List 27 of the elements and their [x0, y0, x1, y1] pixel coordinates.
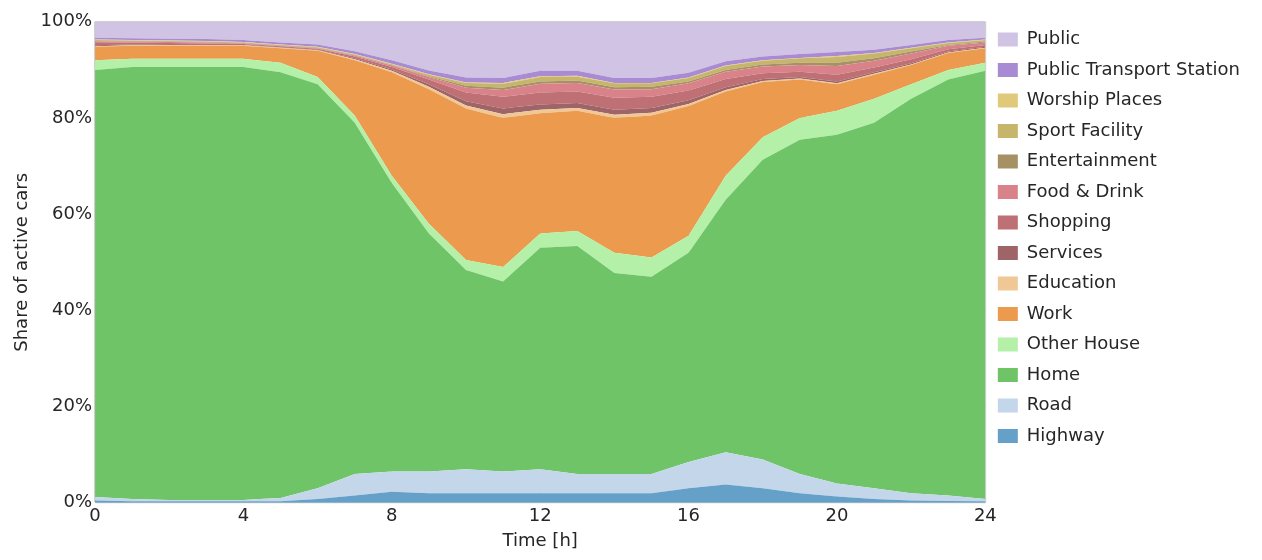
- y-axis-title: Share of active cars: [10, 172, 32, 352]
- y-tick-label: 20%: [52, 394, 93, 416]
- legend-label: Highway: [1026, 423, 1105, 445]
- legend-label: Public Transport Station: [1026, 57, 1240, 79]
- legend-label: Entertainment: [1026, 149, 1157, 171]
- y-tick-label: 80%: [52, 105, 93, 127]
- legend-label: Worship Places: [1026, 88, 1163, 110]
- x-tick-label: 24: [973, 504, 997, 526]
- legend-label: Shopping: [1026, 210, 1112, 232]
- x-axis-title: Time [h]: [501, 528, 578, 550]
- legend-label: Other House: [1026, 332, 1141, 354]
- x-tick-label: 16: [677, 504, 701, 526]
- x-tick-label: 8: [386, 504, 398, 526]
- legend-label: Sport Facility: [1026, 118, 1144, 140]
- legend-label: Home: [1026, 362, 1080, 384]
- legend-label: Food & Drink: [1026, 179, 1145, 201]
- x-tick-label: 20: [825, 504, 849, 526]
- y-tick-label: 100%: [40, 9, 93, 31]
- x-tick-label: 4: [237, 504, 250, 526]
- legend-label: Work: [1026, 301, 1073, 323]
- legend-label: Public: [1026, 27, 1081, 49]
- legend-label: Services: [1026, 240, 1103, 262]
- legend-label: Road: [1026, 393, 1072, 415]
- y-tick-label: 40%: [52, 298, 93, 320]
- x-tick-label: 12: [528, 504, 552, 526]
- legend-label: Education: [1026, 271, 1117, 293]
- y-tick-label: 60%: [52, 201, 93, 223]
